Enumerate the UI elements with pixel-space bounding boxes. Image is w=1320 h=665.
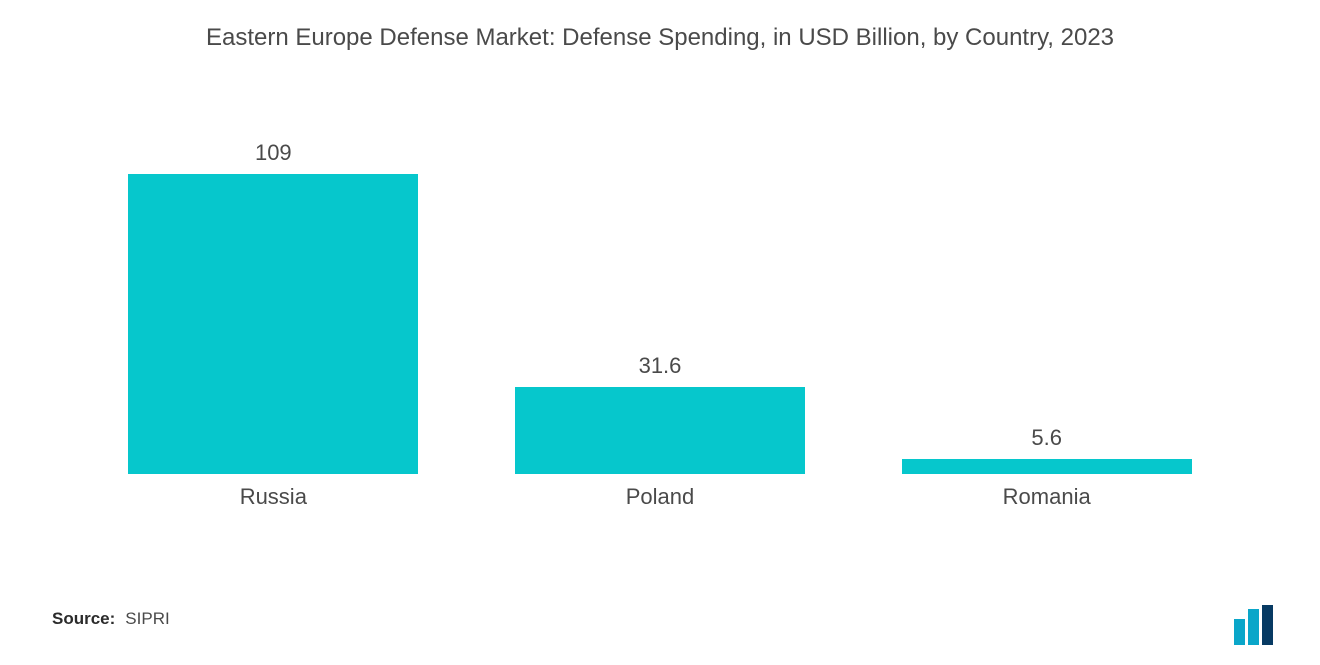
bar-category-label: Russia <box>240 484 307 510</box>
bar-group: 109 Russia <box>80 140 467 510</box>
chart-title: Eastern Europe Defense Market: Defense S… <box>0 24 1320 52</box>
bar-value-label: 31.6 <box>639 353 682 379</box>
bar-category-label: Poland <box>626 484 695 510</box>
source-label: Source: <box>52 609 115 629</box>
bar-wrapper: 109 <box>80 140 467 474</box>
source-citation: Source: SIPRI <box>52 609 170 629</box>
bar-wrapper: 5.6 <box>853 425 1240 474</box>
brand-logo <box>1232 605 1288 645</box>
bar-wrapper: 31.6 <box>467 353 854 474</box>
bar <box>902 459 1192 474</box>
bar <box>128 174 418 474</box>
bar-value-label: 5.6 <box>1031 425 1062 451</box>
bar-group: 5.6 Romania <box>853 425 1240 510</box>
plot-area: 109 Russia 31.6 Poland 5.6 Romania <box>80 110 1240 510</box>
source-value: SIPRI <box>125 609 169 629</box>
bar-value-label: 109 <box>255 140 292 166</box>
chart-container: Eastern Europe Defense Market: Defense S… <box>0 0 1320 665</box>
bar-category-label: Romania <box>1003 484 1091 510</box>
bar <box>515 387 805 474</box>
bar-group: 31.6 Poland <box>467 353 854 510</box>
